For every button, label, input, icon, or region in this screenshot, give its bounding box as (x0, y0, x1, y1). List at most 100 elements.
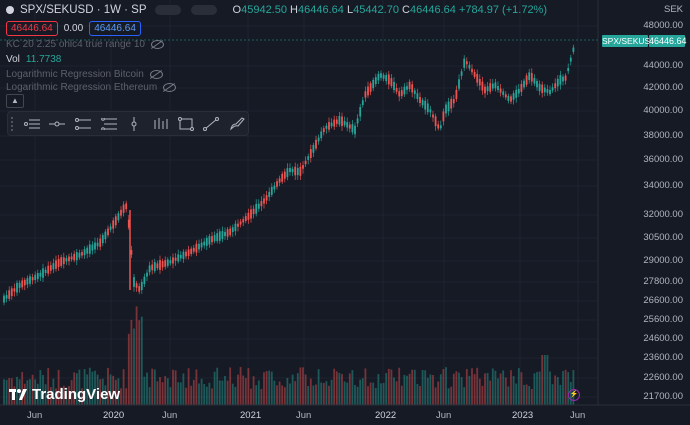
volume-bar (255, 385, 258, 405)
trend-line-icon[interactable] (201, 115, 223, 133)
volume-bar (434, 387, 437, 405)
volume-bar (348, 373, 351, 405)
candle-body (377, 73, 380, 81)
eye-off-icon[interactable] (149, 70, 163, 79)
volume-bar (528, 386, 531, 405)
candle-body (83, 249, 86, 256)
brush-icon[interactable] (226, 115, 248, 133)
candle-body (374, 77, 377, 85)
collapse-indicators-button[interactable]: ▲ (6, 94, 24, 108)
brand-name: TradingView (32, 386, 121, 403)
candle-body (429, 109, 432, 113)
volume-bar (432, 375, 434, 405)
volume-bar (333, 368, 336, 405)
volume-bar (177, 382, 180, 405)
candle-body (406, 86, 408, 90)
candle-body (130, 250, 133, 255)
candle-body (403, 86, 406, 95)
volume-bar (224, 376, 226, 405)
volume-bar (143, 376, 146, 405)
sell-button[interactable]: 46446.64 (6, 21, 58, 36)
candle-body (351, 124, 354, 133)
volume-bar (499, 373, 502, 405)
volume-bar (174, 370, 177, 405)
candle-body (213, 235, 216, 242)
candle-body (335, 119, 338, 124)
candle-body (10, 288, 13, 297)
volume-bar (276, 385, 278, 405)
time-tick-label: 2022 (375, 410, 397, 421)
candle-body (460, 71, 463, 76)
fib-retracement-icon[interactable] (98, 115, 120, 133)
volume-bar (47, 367, 50, 405)
volume-bar (257, 380, 260, 405)
volume-bar (484, 373, 486, 405)
candle-body (117, 213, 120, 221)
symbol-title[interactable]: SPX/SEKUSD · 1W · SP (20, 4, 147, 16)
candle-body (187, 249, 190, 256)
eye-off-icon[interactable] (163, 83, 177, 92)
candle-body (70, 256, 73, 260)
indicator-label: Vol (6, 54, 20, 65)
candle-body (442, 111, 445, 122)
candle-body (286, 168, 289, 178)
volume-bar (185, 387, 187, 405)
volume-bar (104, 385, 107, 405)
candle-body (494, 82, 497, 89)
candle-body (156, 263, 159, 269)
close-value: 46446.64 (409, 4, 456, 16)
volume-bar (452, 373, 455, 405)
lightning-icon[interactable]: ⚡ (568, 389, 580, 401)
candle-body (354, 125, 356, 135)
eye-off-icon[interactable] (150, 40, 164, 49)
candle-body (341, 116, 343, 127)
volume-bar (146, 372, 148, 405)
volume-bar (96, 374, 99, 405)
buy-button[interactable]: 46446.64 (89, 21, 141, 36)
candle-body (512, 93, 515, 100)
volume-bar (133, 328, 135, 405)
vertical-line-icon[interactable] (124, 115, 146, 133)
volume-bar (68, 385, 70, 405)
candle-body (200, 242, 203, 248)
volume-bar (3, 379, 5, 405)
volume-bar (491, 368, 494, 405)
candle-body (140, 282, 143, 291)
long-position-icon[interactable] (149, 115, 171, 133)
volume-bar (481, 385, 484, 405)
volume-bar (530, 388, 533, 405)
candle-body (517, 88, 520, 94)
time-tick-label: Jun (296, 410, 312, 421)
candle-body (411, 84, 414, 93)
tradingview-logo[interactable]: TradingView (9, 386, 120, 403)
candle-body (502, 91, 505, 95)
volume-bar (99, 379, 102, 405)
volume-bar (192, 379, 195, 405)
parallel-channel-icon[interactable] (72, 115, 94, 133)
volume-bar (460, 377, 463, 405)
candle-body (346, 122, 349, 128)
volume-bar (159, 377, 161, 405)
horizontal-lines-icon[interactable] (21, 115, 43, 133)
volume-bar (208, 382, 211, 405)
rectangle-icon[interactable] (175, 115, 197, 133)
candle-body (432, 114, 434, 118)
candle-body (211, 236, 213, 243)
volume-bar (437, 381, 440, 405)
candle-body (104, 231, 107, 240)
volume-bar (309, 378, 312, 405)
indicator-volume[interactable]: Vol 11.7738 (6, 54, 61, 65)
volume-bar (179, 382, 182, 405)
volume-bar (543, 355, 546, 405)
candle-body (185, 251, 187, 257)
indicator-logreg-ethereum[interactable]: Logarithmic Regression Ethereum (6, 82, 177, 93)
indicator-logreg-bitcoin[interactable]: Logarithmic Regression Bitcoin (6, 69, 163, 80)
volume-bar (101, 378, 104, 405)
volume-bar (42, 374, 44, 405)
indicator-kc[interactable]: KC 20 2.25 ohlc4 true range 10 (6, 39, 164, 50)
volume-bar (515, 383, 518, 405)
grip-icon[interactable] (11, 116, 17, 131)
horizontal-ray-icon[interactable] (47, 115, 69, 133)
candle-body (562, 76, 564, 82)
